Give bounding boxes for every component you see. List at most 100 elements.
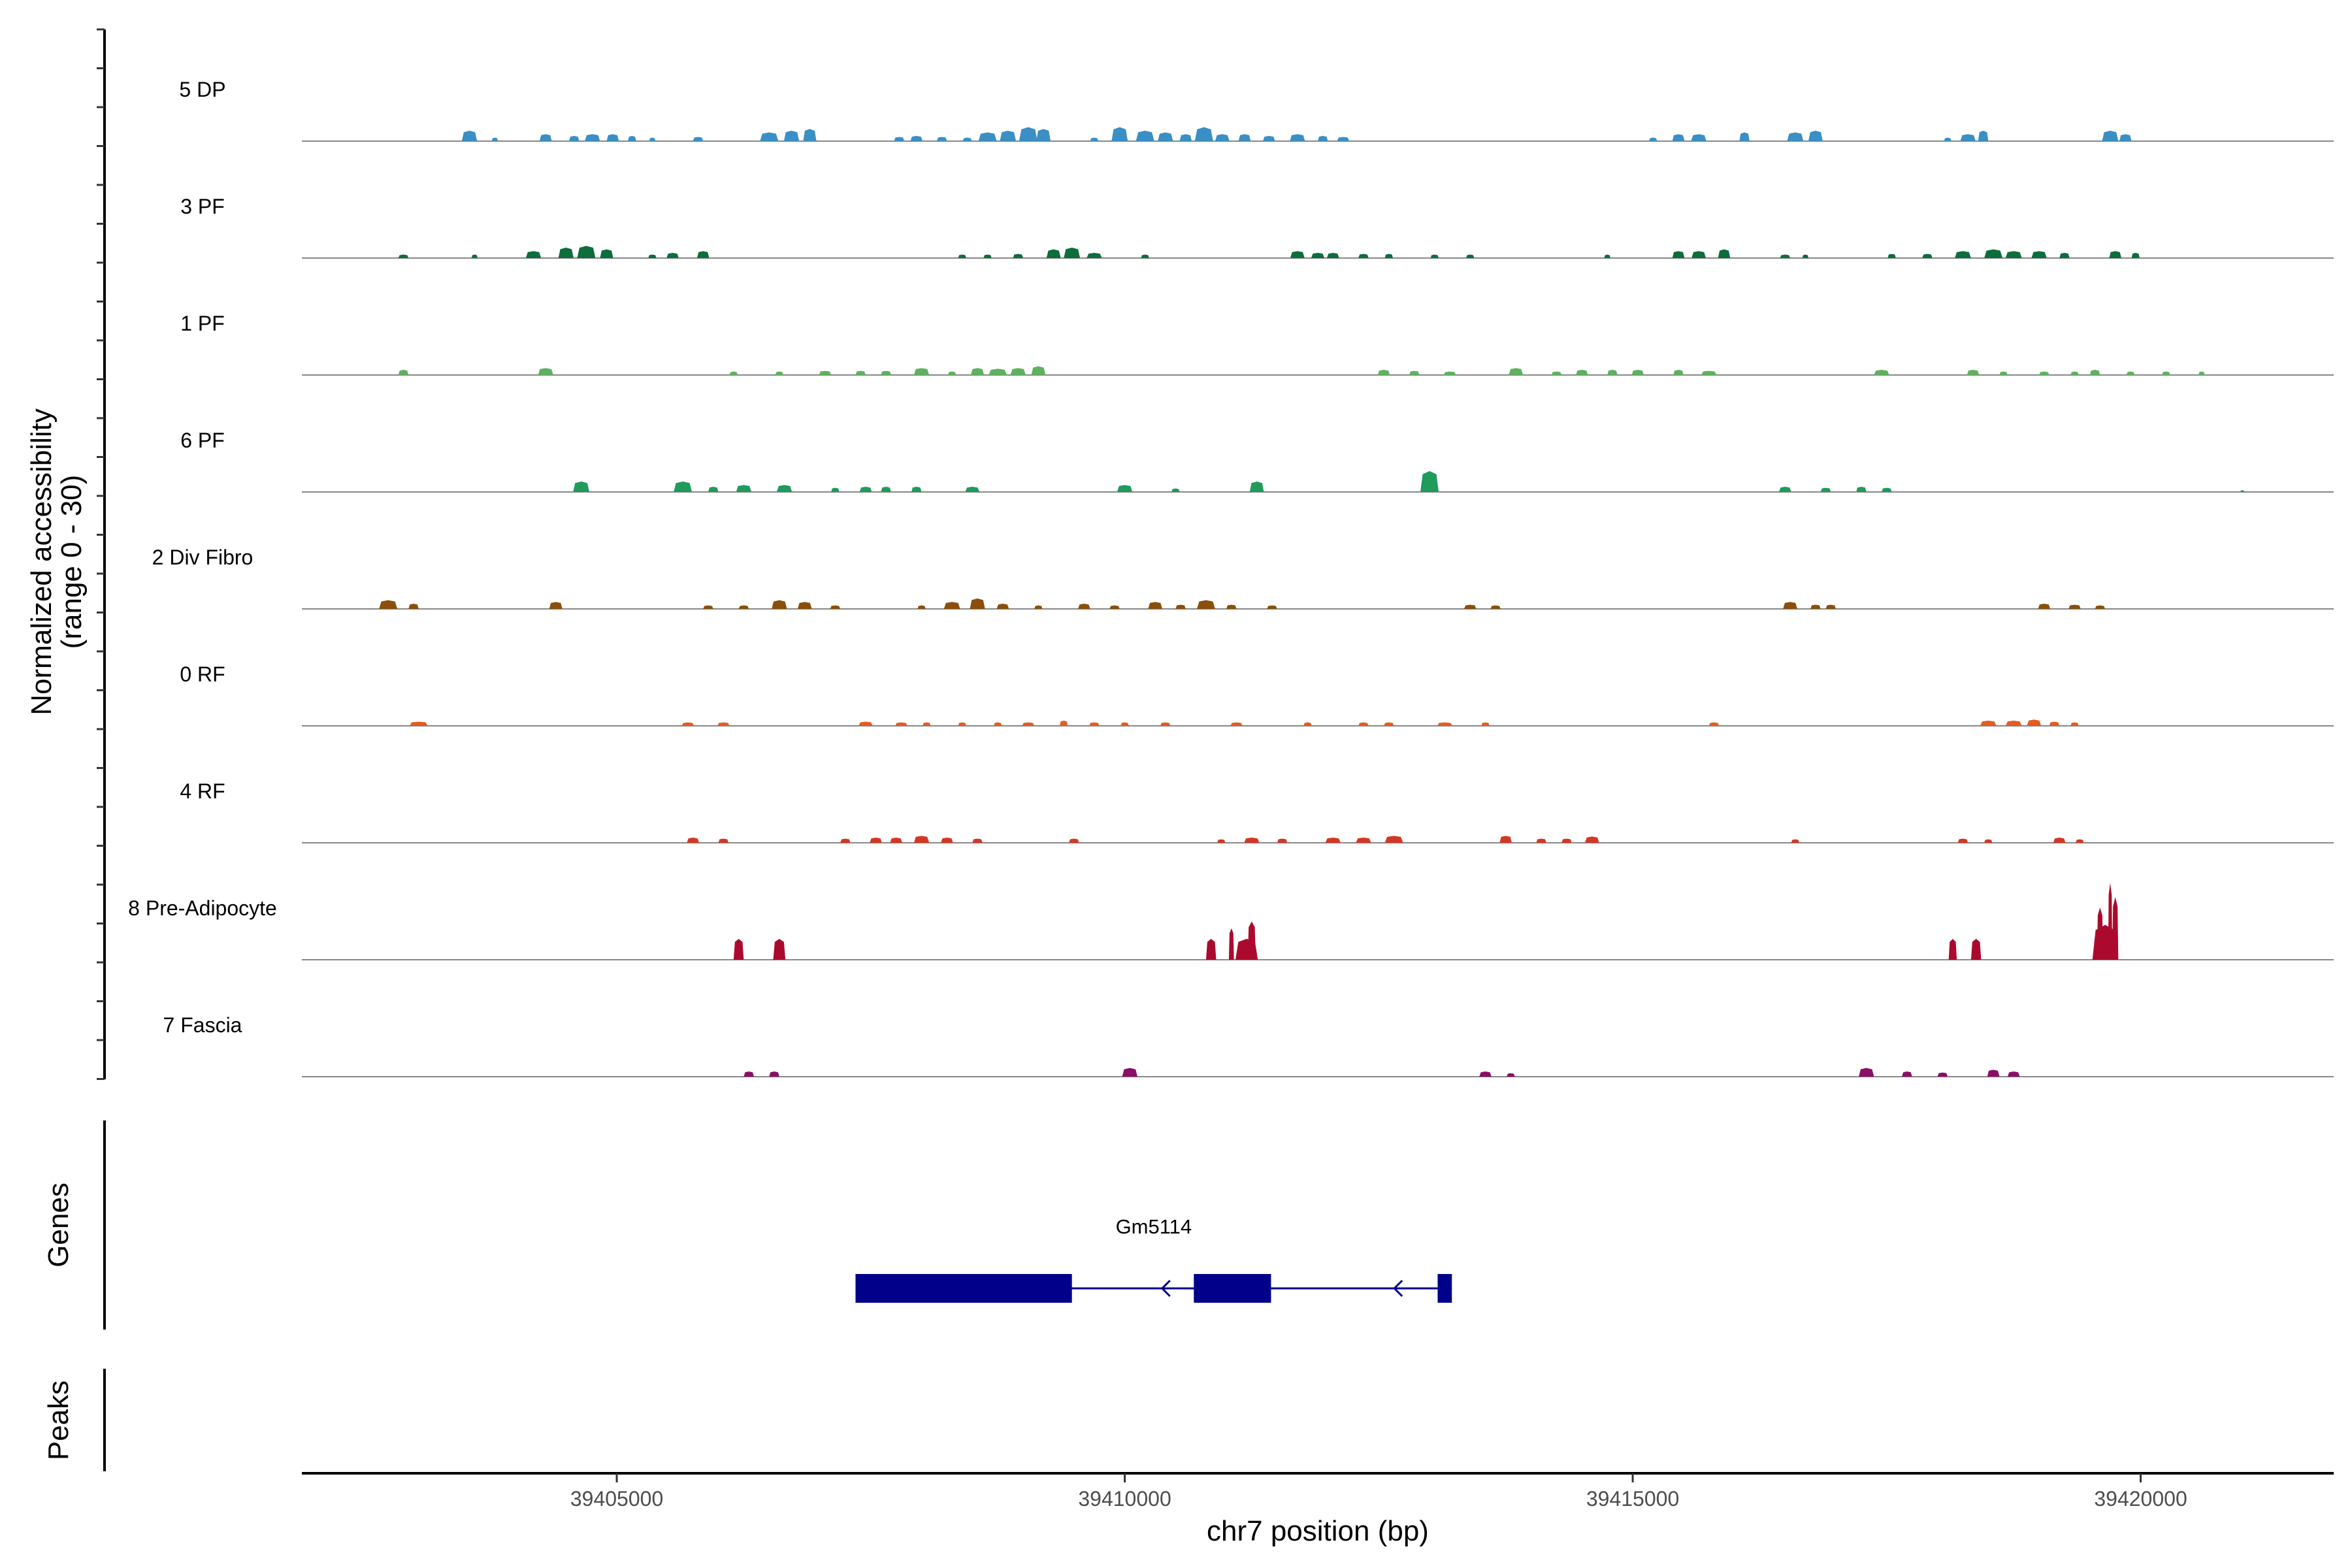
peaks-track-title: Peaks xyxy=(42,1380,74,1460)
coverage-peak xyxy=(1584,836,1599,843)
coverage-peak xyxy=(666,253,679,258)
coverage-peak xyxy=(398,370,409,375)
coverage-peak xyxy=(1808,131,1823,141)
coverage-peak xyxy=(819,370,832,375)
coverage-peak xyxy=(717,722,730,726)
coverage-peak xyxy=(1536,838,1546,843)
coverage-peak xyxy=(2005,721,2022,726)
coverage-peak xyxy=(1247,921,1256,960)
track-7-fascia: 7 Fascia xyxy=(163,1013,2334,1077)
coverage-peak xyxy=(1739,132,1750,141)
strand-arrow xyxy=(1393,1279,1403,1298)
track-2-div-fibro: 2 Div Fibro xyxy=(152,546,2334,610)
coverage-peak xyxy=(1509,368,1524,375)
coverage-peak xyxy=(1036,129,1051,141)
gene-exon xyxy=(1194,1274,1271,1303)
coverage-peak xyxy=(859,487,872,492)
coverage-peak xyxy=(2053,838,2066,843)
coverage-peak xyxy=(1825,604,1837,609)
coverage-peak xyxy=(1031,366,1046,375)
coverage-peak xyxy=(585,134,600,141)
coverage-peak xyxy=(958,254,966,258)
coverage-peak xyxy=(1060,721,1068,726)
coverage-peak xyxy=(1326,253,1339,258)
gene-name-label: Gm5114 xyxy=(1116,1215,1192,1238)
coverage-peak xyxy=(2005,251,2022,258)
coverage-peak xyxy=(1263,136,1275,141)
coverage-peak xyxy=(573,482,590,492)
coverage-peak xyxy=(1175,604,1186,609)
coverage-peak xyxy=(2126,371,2135,375)
coverage-peak xyxy=(2031,251,2047,258)
coverage-peak xyxy=(1238,134,1251,141)
coverage-peak xyxy=(1783,602,1797,609)
coverage-peak xyxy=(1215,134,1230,141)
coverage-peak xyxy=(1466,254,1475,258)
coverage-peak xyxy=(941,838,953,843)
coverage-peak xyxy=(1090,137,1099,141)
coverage-peak xyxy=(1384,836,1403,843)
coverage-peak xyxy=(1481,722,1490,726)
coverage-peak xyxy=(729,371,738,375)
coverage-peak xyxy=(881,370,891,375)
coverage-peak xyxy=(943,602,960,609)
coverage-peak xyxy=(831,487,840,492)
coverage-peak xyxy=(917,605,926,609)
track-label: 7 Fascia xyxy=(163,1013,242,1037)
coverage-peak xyxy=(1701,370,1717,375)
coverage-peak xyxy=(1882,487,1892,492)
coverage-peak xyxy=(1479,1071,1492,1077)
coverage-peak xyxy=(972,838,983,843)
coverage-peak xyxy=(970,598,985,609)
coverage-peak xyxy=(958,722,966,726)
coverage-peak xyxy=(1490,605,1501,609)
coverage-peak xyxy=(1069,838,1079,843)
track-label: 6 PF xyxy=(180,429,225,452)
coverage-peak xyxy=(1022,722,1035,726)
coverage-peak xyxy=(738,605,749,609)
coverage-peak xyxy=(1117,485,1133,492)
coverage-peak xyxy=(983,254,992,258)
coverage-peak xyxy=(471,254,478,258)
coverage-peak xyxy=(1648,137,1658,141)
coverage-peak xyxy=(687,838,700,843)
coverage-peak xyxy=(1420,471,1439,492)
coverage-peak xyxy=(1944,137,1952,141)
coverage-peak xyxy=(1874,370,1889,375)
coverage-peak xyxy=(993,722,1002,726)
coverage-peak xyxy=(681,722,694,726)
coverage-peak xyxy=(1034,605,1043,609)
coverage-peak xyxy=(1356,838,1371,843)
coverage-peak xyxy=(1960,134,1976,141)
coverage-peak xyxy=(1141,254,1149,258)
coverage-peak xyxy=(606,134,619,141)
coverage-peak xyxy=(1984,839,1993,843)
coverage-peak xyxy=(577,246,596,258)
coverage-peak xyxy=(2102,131,2119,141)
coverage-peak xyxy=(1948,939,1957,960)
coverage-peak xyxy=(1384,253,1394,258)
x-axis-title: chr7 position (bp) xyxy=(1207,1515,1429,1547)
coverage-peak xyxy=(1122,1068,1137,1077)
coverage-peak xyxy=(736,485,752,492)
coverage-peak xyxy=(797,602,812,609)
coverage-peak xyxy=(1507,1073,1515,1077)
coverage-peak xyxy=(2027,719,2042,726)
track-label: 5 DP xyxy=(179,78,225,101)
coverage-peak xyxy=(1013,253,1024,258)
coverage-peak xyxy=(549,602,563,609)
coverage-peak xyxy=(1937,1072,1948,1077)
coverage-peak xyxy=(1205,939,1217,960)
coverage-peak xyxy=(1135,131,1154,141)
coverage-peak xyxy=(2131,253,2140,258)
coverage-peak xyxy=(890,838,903,843)
coverage-peak xyxy=(1902,1071,1912,1077)
coverage-peak xyxy=(398,254,409,258)
coverage-peak xyxy=(693,137,704,141)
coverage-peak xyxy=(1078,604,1090,609)
coverage-peak xyxy=(1551,371,1562,375)
peaks-panel: Peaks xyxy=(42,1369,106,1471)
coverage-peak xyxy=(913,836,930,843)
coverage-peak xyxy=(772,600,787,609)
coverage-peak xyxy=(1111,127,1128,141)
